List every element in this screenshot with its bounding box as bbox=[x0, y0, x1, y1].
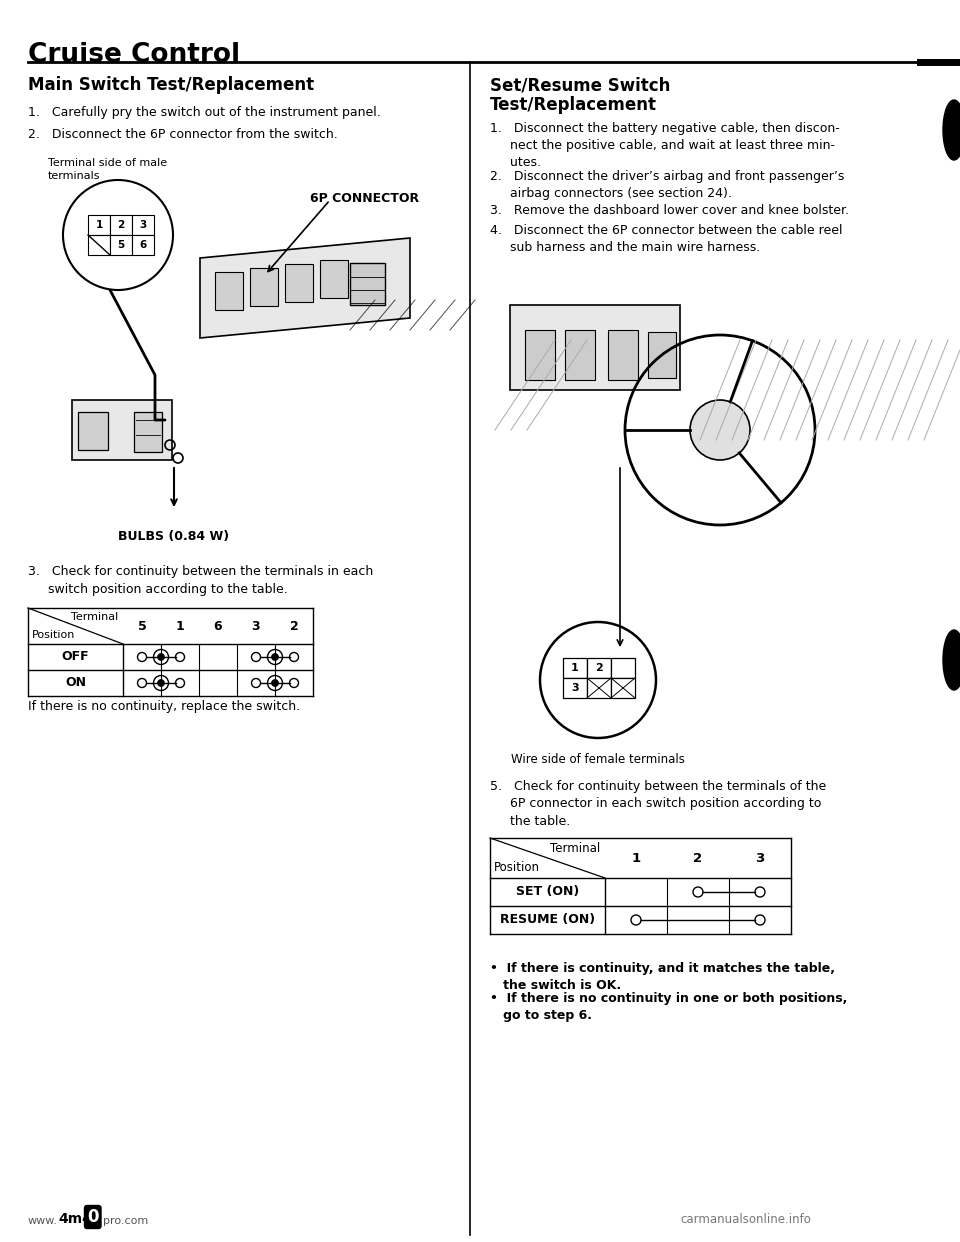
Text: Cruise Control: Cruise Control bbox=[28, 42, 240, 68]
Circle shape bbox=[268, 650, 282, 664]
Text: 0: 0 bbox=[87, 1208, 99, 1226]
Bar bbox=[134, 412, 162, 452]
Bar bbox=[587, 678, 611, 698]
Bar bbox=[320, 260, 348, 298]
Bar bbox=[132, 235, 154, 255]
Text: 4.   Disconnect the 6P connector between the cable reel
     sub harness and the: 4. Disconnect the 6P connector between t… bbox=[490, 224, 843, 255]
Text: 6P CONNECTOR: 6P CONNECTOR bbox=[310, 193, 420, 205]
Text: 5: 5 bbox=[117, 240, 125, 250]
Text: 3: 3 bbox=[139, 220, 147, 230]
Bar bbox=[285, 265, 313, 302]
Bar bbox=[132, 215, 154, 235]
Bar bbox=[250, 268, 278, 306]
Text: SET (ON): SET (ON) bbox=[516, 886, 579, 898]
Circle shape bbox=[154, 676, 169, 691]
Text: www.: www. bbox=[28, 1216, 58, 1226]
Text: 6: 6 bbox=[214, 620, 223, 632]
Bar bbox=[648, 332, 676, 378]
Text: 2: 2 bbox=[290, 620, 299, 632]
Text: Position: Position bbox=[32, 630, 76, 640]
Text: Set/Resume Switch: Set/Resume Switch bbox=[490, 76, 670, 94]
Text: 4m4: 4m4 bbox=[58, 1212, 92, 1226]
Text: 5: 5 bbox=[137, 620, 146, 632]
Bar bbox=[525, 330, 555, 380]
Ellipse shape bbox=[943, 101, 960, 160]
Text: 3: 3 bbox=[571, 683, 579, 693]
Bar bbox=[565, 330, 595, 380]
Text: 1.   Disconnect the battery negative cable, then discon-
     nect the positive : 1. Disconnect the battery negative cable… bbox=[490, 122, 840, 169]
Text: Main Switch Test/Replacement: Main Switch Test/Replacement bbox=[28, 76, 314, 94]
Circle shape bbox=[63, 180, 173, 289]
Text: 1: 1 bbox=[632, 852, 640, 864]
Text: carmanualsonline.info: carmanualsonline.info bbox=[680, 1213, 811, 1226]
Bar bbox=[78, 412, 108, 450]
Text: 2: 2 bbox=[117, 220, 125, 230]
Bar bbox=[88, 235, 110, 255]
Text: 2: 2 bbox=[595, 663, 603, 673]
Bar bbox=[215, 272, 243, 310]
Text: 1.   Carefully pry the switch out of the instrument panel.: 1. Carefully pry the switch out of the i… bbox=[28, 106, 381, 119]
Circle shape bbox=[690, 400, 750, 460]
Text: 3: 3 bbox=[756, 852, 764, 864]
Bar bbox=[563, 658, 587, 678]
Text: Wire side of female terminals: Wire side of female terminals bbox=[511, 753, 684, 766]
Text: 3: 3 bbox=[252, 620, 260, 632]
Text: 1: 1 bbox=[176, 620, 184, 632]
Bar bbox=[611, 658, 635, 678]
Text: RESUME (ON): RESUME (ON) bbox=[500, 914, 595, 927]
Circle shape bbox=[540, 622, 656, 738]
Circle shape bbox=[154, 650, 169, 664]
Text: 6: 6 bbox=[139, 240, 147, 250]
Circle shape bbox=[272, 653, 278, 661]
Bar bbox=[611, 678, 635, 698]
Text: If there is no continuity, replace the switch.: If there is no continuity, replace the s… bbox=[28, 700, 300, 713]
Bar bbox=[510, 306, 680, 390]
Text: pro.com: pro.com bbox=[103, 1216, 148, 1226]
Text: 1: 1 bbox=[95, 220, 103, 230]
Bar bbox=[563, 678, 587, 698]
Bar bbox=[587, 658, 611, 678]
Polygon shape bbox=[200, 238, 410, 338]
Circle shape bbox=[272, 679, 278, 687]
Text: Terminal side of male
terminals: Terminal side of male terminals bbox=[48, 158, 167, 181]
Bar bbox=[110, 215, 132, 235]
Text: Terminal: Terminal bbox=[550, 842, 600, 854]
Bar bbox=[608, 330, 638, 380]
Text: 2.   Disconnect the 6P connector from the switch.: 2. Disconnect the 6P connector from the … bbox=[28, 128, 338, 142]
Bar bbox=[72, 400, 172, 460]
Circle shape bbox=[268, 676, 282, 691]
Text: BULBS (0.84 W): BULBS (0.84 W) bbox=[118, 530, 229, 543]
Text: •  If there is continuity, and it matches the table,
   the switch is OK.: • If there is continuity, and it matches… bbox=[490, 963, 835, 992]
Circle shape bbox=[157, 653, 164, 661]
Text: 3.   Check for continuity between the terminals in each
     switch position acc: 3. Check for continuity between the term… bbox=[28, 565, 373, 596]
Text: 1: 1 bbox=[571, 663, 579, 673]
Bar bbox=[110, 235, 132, 255]
Text: •  If there is no continuity in one or both positions,
   go to step 6.: • If there is no continuity in one or bo… bbox=[490, 992, 848, 1022]
Circle shape bbox=[157, 679, 164, 687]
Text: ON: ON bbox=[65, 677, 86, 689]
Text: OFF: OFF bbox=[61, 651, 89, 663]
Text: Test/Replacement: Test/Replacement bbox=[490, 96, 657, 114]
Text: 5.   Check for continuity between the terminals of the
     6P connector in each: 5. Check for continuity between the term… bbox=[490, 780, 827, 828]
Ellipse shape bbox=[943, 630, 960, 691]
Text: Terminal: Terminal bbox=[71, 612, 118, 622]
Text: Position: Position bbox=[494, 861, 540, 874]
Bar bbox=[350, 263, 385, 306]
Text: 2.   Disconnect the driver’s airbag and front passenger’s
     airbag connectors: 2. Disconnect the driver’s airbag and fr… bbox=[490, 170, 845, 200]
Bar bbox=[88, 215, 110, 235]
Text: 2: 2 bbox=[693, 852, 703, 864]
Text: 3.   Remove the dashboard lower cover and knee bolster.: 3. Remove the dashboard lower cover and … bbox=[490, 204, 849, 217]
